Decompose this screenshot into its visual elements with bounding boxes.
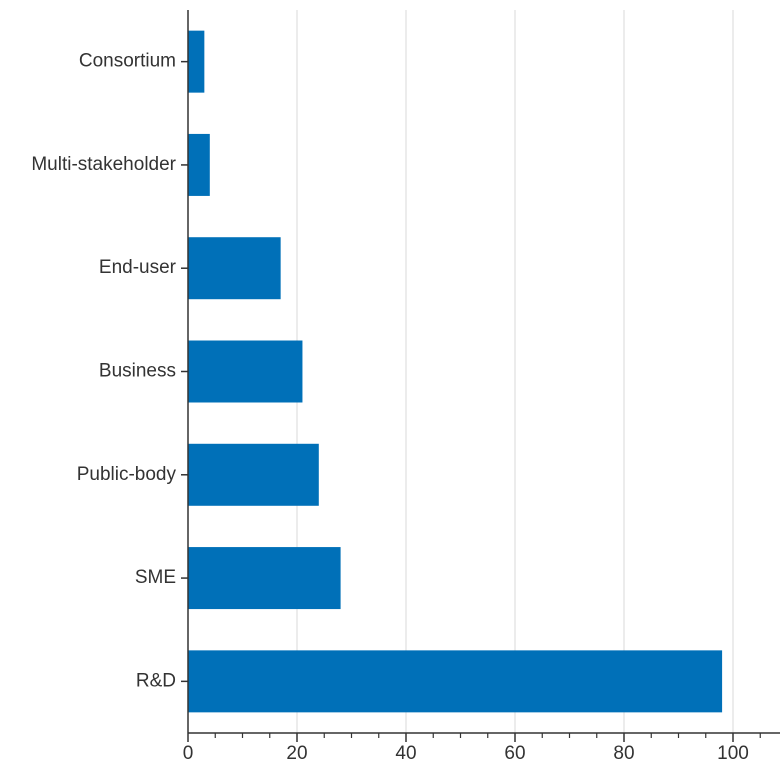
x-tick-label-60: 60 xyxy=(504,743,525,764)
grid-lines xyxy=(297,10,733,733)
bar-4 xyxy=(188,444,319,506)
bar-1 xyxy=(188,134,210,196)
bars xyxy=(188,31,722,713)
x-tick-label-40: 40 xyxy=(395,743,416,764)
bar-6 xyxy=(188,650,722,712)
category-label-3: Business xyxy=(99,361,176,382)
category-label-2: End-user xyxy=(99,257,177,278)
x-tick-label-100: 100 xyxy=(717,743,749,764)
category-label-6: R&D xyxy=(136,670,176,691)
category-label-5: SME xyxy=(135,567,176,588)
bar-3 xyxy=(188,341,302,403)
x-tick-label-0: 0 xyxy=(183,743,194,764)
category-label-4: Public-body xyxy=(77,464,177,485)
category-label-0: Consortium xyxy=(79,51,176,72)
bar-2 xyxy=(188,237,281,299)
x-tick-label-20: 20 xyxy=(286,743,307,764)
bar-5 xyxy=(188,547,341,609)
category-label-1: Multi-stakeholder xyxy=(31,154,176,175)
bar-0 xyxy=(188,31,204,93)
x-tick-label-80: 80 xyxy=(613,743,634,764)
